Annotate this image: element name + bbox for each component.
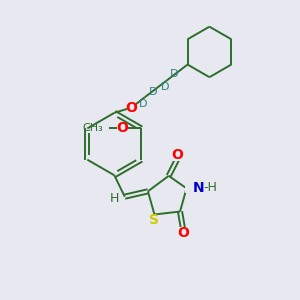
Bar (173, 153, 181, 161)
Bar (179, 227, 187, 235)
Text: O: O (177, 226, 189, 240)
Text: O: O (125, 100, 137, 115)
Text: O: O (116, 122, 128, 136)
Text: O: O (171, 148, 183, 162)
Text: D: D (170, 69, 179, 80)
Text: H: H (110, 192, 119, 205)
Text: -H: -H (203, 181, 217, 194)
Text: CH₃: CH₃ (82, 124, 103, 134)
Text: D: D (149, 87, 157, 97)
Bar (150, 216, 159, 224)
Bar (185, 184, 198, 193)
Text: S: S (149, 213, 160, 227)
Bar (127, 103, 136, 112)
Text: D: D (139, 99, 148, 109)
Text: D: D (160, 82, 169, 92)
Bar (117, 124, 127, 133)
Text: N: N (193, 181, 204, 195)
